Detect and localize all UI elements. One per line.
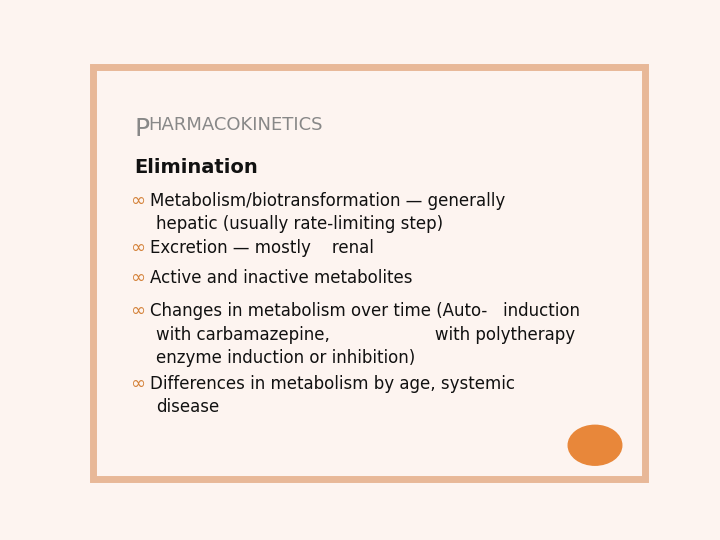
Text: HARMACOKINETICS: HARMACOKINETICS (148, 116, 323, 134)
Text: enzyme induction or inhibition): enzyme induction or inhibition) (156, 349, 415, 367)
Text: ∞: ∞ (130, 375, 145, 393)
Text: ∞: ∞ (130, 268, 145, 287)
Text: disease: disease (156, 399, 219, 416)
Circle shape (568, 426, 622, 465)
Text: Elimination: Elimination (135, 158, 258, 177)
Text: hepatic (usually rate‑limiting step): hepatic (usually rate‑limiting step) (156, 215, 443, 233)
Text: Metabolism/biotransformation — generally: Metabolism/biotransformation — generally (150, 192, 505, 210)
Text: Excretion — mostly    renal: Excretion — mostly renal (150, 239, 374, 258)
Text: ∞: ∞ (130, 302, 145, 320)
Text: with carbamazepine,                    with polytherapy: with carbamazepine, with polytherapy (156, 326, 575, 343)
Text: Active and inactive metabolites: Active and inactive metabolites (150, 268, 413, 287)
Text: Changes in metabolism over time (Auto-   induction: Changes in metabolism over time (Auto- i… (150, 302, 580, 320)
Text: Differences in metabolism by age, systemic: Differences in metabolism by age, system… (150, 375, 516, 393)
Text: P: P (135, 117, 150, 141)
Text: ∞: ∞ (130, 239, 145, 258)
Text: ∞: ∞ (130, 192, 145, 210)
